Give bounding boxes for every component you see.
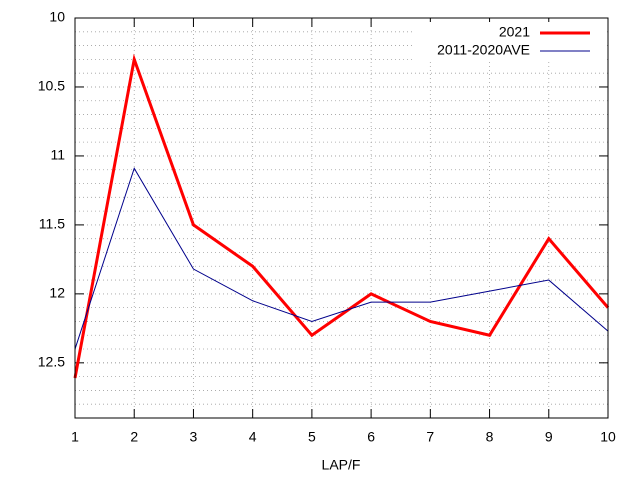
x-tick-label: 6 xyxy=(367,429,375,445)
plot-border xyxy=(74,17,609,419)
x-tick-label: 7 xyxy=(426,429,434,445)
legend-label: 2021 xyxy=(499,24,530,40)
x-tick-label: 5 xyxy=(308,429,316,445)
series-line xyxy=(74,167,609,350)
x-tick-label: 1 xyxy=(71,429,79,445)
x-tick-label: 3 xyxy=(190,429,198,445)
y-tick-label: 11.5 xyxy=(39,216,65,232)
x-tick-label: 4 xyxy=(249,429,257,445)
legend-box xyxy=(415,22,607,62)
x-axis-label: LAP/F xyxy=(322,457,361,473)
series-line xyxy=(73,53,610,379)
y-tick-label: 11 xyxy=(50,147,65,163)
y-tick-label: 12.5 xyxy=(38,354,65,370)
y-tick-label: 12 xyxy=(49,285,65,301)
y-tick-label: 10.5 xyxy=(38,78,65,94)
x-tick-label: 10 xyxy=(600,429,616,445)
legend-label: 2011-2020AVE xyxy=(437,42,530,58)
x-tick-label: 9 xyxy=(545,429,553,445)
y-tick-label: 10 xyxy=(49,9,65,25)
x-tick-label: 8 xyxy=(486,429,494,445)
x-tick-label: 2 xyxy=(130,429,138,445)
